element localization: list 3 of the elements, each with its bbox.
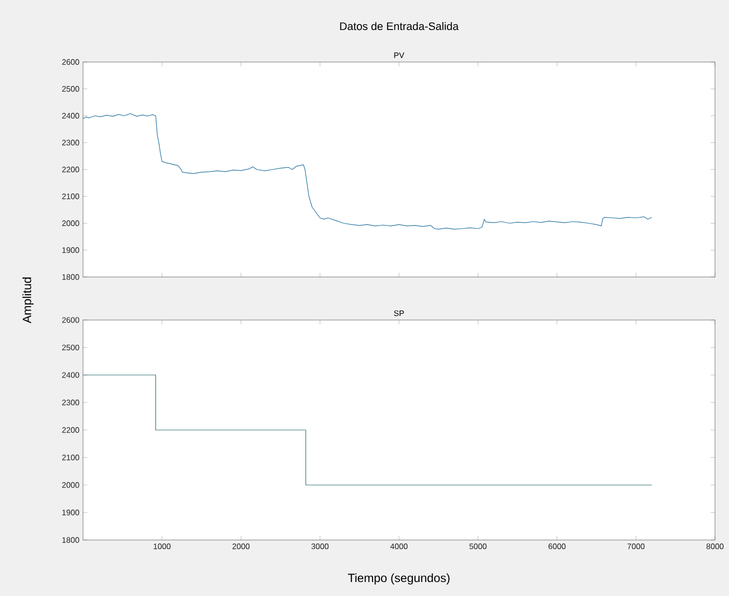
- x-axis-title: Tiempo (segundos): [348, 573, 450, 584]
- chart-title: Datos de Entrada-Salida: [340, 22, 459, 30]
- y-axis-title: Amplitud: [22, 278, 34, 324]
